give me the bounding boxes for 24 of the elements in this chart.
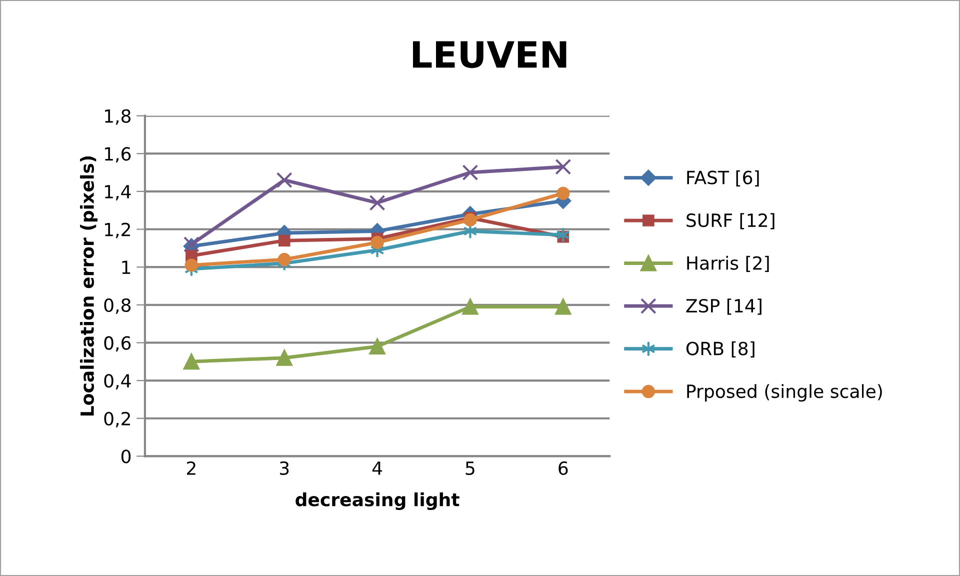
y-tick-label: 1 — [122, 260, 130, 274]
legend-label: FAST [6] — [687, 170, 759, 186]
x-tick-label: 2 — [187, 461, 196, 475]
y-tick-label: 1,4 — [105, 185, 131, 200]
x-tick-label: 6 — [558, 461, 568, 476]
y-axis-title: Localization error (pixels) — [80, 156, 98, 416]
legend-label: SURF [12] — [686, 213, 774, 230]
legend-label: ORB [8] — [686, 341, 754, 358]
y-tick-label: 1,2 — [105, 222, 130, 238]
y-tick-label: 1,8 — [105, 109, 131, 125]
y-tick-label: 0 — [121, 450, 131, 464]
legend-label: Prposed (single scale) — [687, 384, 882, 402]
y-tick-label: 0,8 — [104, 298, 131, 314]
y-tick-label: 0,4 — [104, 374, 131, 390]
x-axis-title: decreasing light — [296, 492, 460, 510]
x-tick-label: 3 — [280, 461, 289, 476]
chart-title: LEUVEN — [413, 41, 566, 68]
y-tick-label: 0,2 — [104, 412, 130, 428]
y-tick-label: 1,6 — [105, 147, 131, 163]
legend-label: Harris [2] — [687, 256, 769, 272]
legend-label: ZSP [14] — [686, 298, 762, 315]
x-tick-label: 4 — [372, 462, 382, 475]
x-tick-label: 5 — [466, 462, 474, 476]
y-tick-label: 0,6 — [104, 336, 131, 352]
